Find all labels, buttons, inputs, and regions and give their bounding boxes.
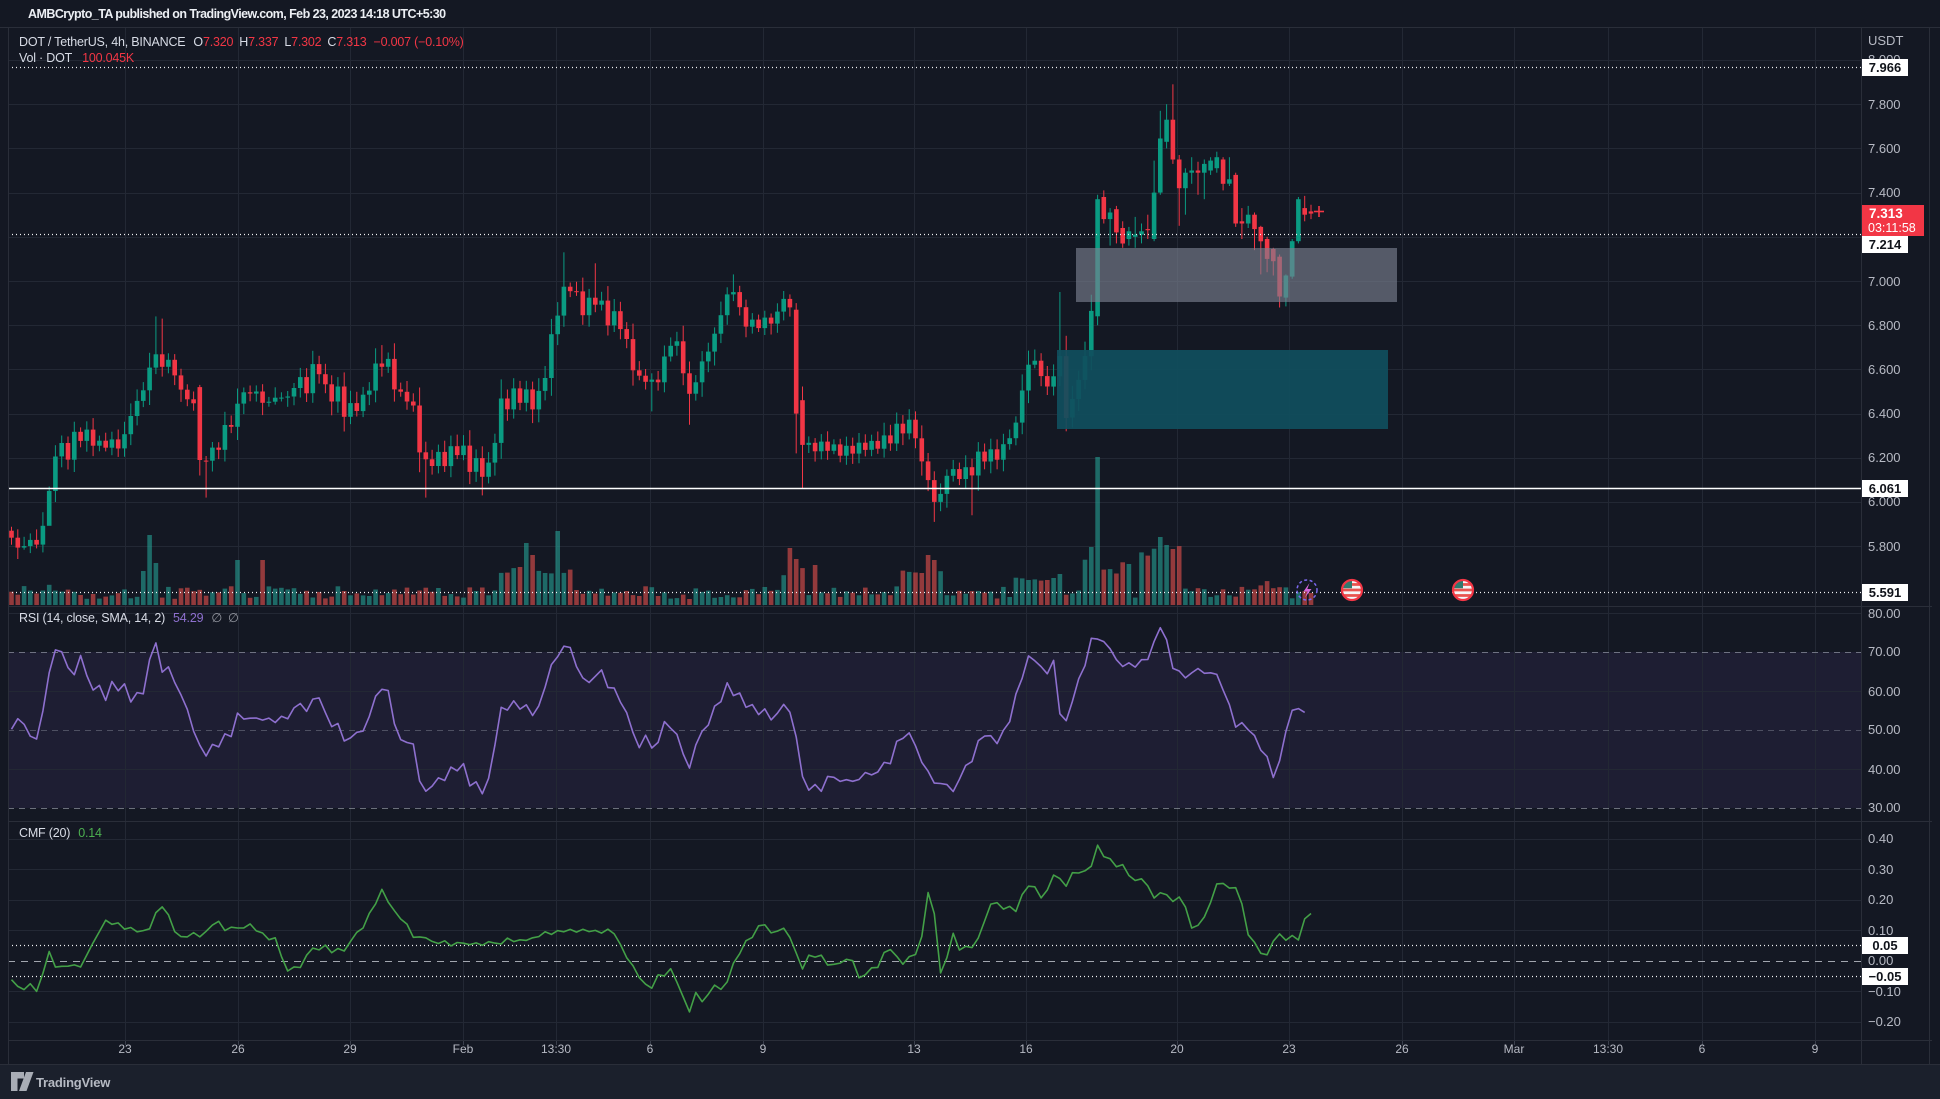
- svg-text:6.000: 6.000: [1868, 494, 1901, 509]
- svg-text:0.05: 0.05: [1872, 938, 1897, 953]
- svg-text:7.400: 7.400: [1868, 185, 1901, 200]
- svg-text:40.00: 40.00: [1868, 762, 1901, 777]
- svg-text:26: 26: [231, 1042, 245, 1056]
- svg-text:26: 26: [1395, 1042, 1409, 1056]
- svg-text:RSI (14, close, SMA, 14, 2)54.: RSI (14, close, SMA, 14, 2) 54.29 ∅ ∅: [19, 611, 239, 625]
- svg-text:0.10: 0.10: [1868, 923, 1893, 938]
- svg-text:9: 9: [760, 1042, 767, 1056]
- svg-text:13:30: 13:30: [1593, 1042, 1623, 1056]
- svg-text:USDT: USDT: [1868, 33, 1903, 48]
- svg-text:6: 6: [1699, 1042, 1706, 1056]
- svg-text:7.000: 7.000: [1868, 274, 1901, 289]
- svg-text:6.400: 6.400: [1868, 406, 1901, 421]
- svg-text:0.30: 0.30: [1868, 862, 1893, 877]
- svg-text:5.591: 5.591: [1869, 585, 1902, 600]
- svg-text:9: 9: [1812, 1042, 1819, 1056]
- svg-text:Feb: Feb: [453, 1042, 474, 1056]
- svg-text:7.966: 7.966: [1869, 60, 1902, 75]
- svg-text:7.800: 7.800: [1868, 97, 1901, 112]
- svg-text:−0.20: −0.20: [1868, 1014, 1901, 1029]
- svg-text:7.313: 7.313: [1869, 206, 1903, 221]
- svg-text:6.061: 6.061: [1869, 481, 1902, 496]
- svg-text:60.00: 60.00: [1868, 684, 1901, 699]
- svg-text:23: 23: [118, 1042, 132, 1056]
- svg-text:AMBCrypto_TA published on Trad: AMBCrypto_TA published on TradingView.co…: [28, 7, 446, 21]
- svg-text:0.40: 0.40: [1868, 831, 1893, 846]
- svg-text:16: 16: [1019, 1042, 1033, 1056]
- svg-text:6.200: 6.200: [1868, 450, 1901, 465]
- svg-text:13:30: 13:30: [541, 1042, 571, 1056]
- svg-text:6.800: 6.800: [1868, 318, 1901, 333]
- svg-text:30.00: 30.00: [1868, 800, 1901, 815]
- svg-text:6.600: 6.600: [1868, 362, 1901, 377]
- svg-text:13: 13: [907, 1042, 921, 1056]
- svg-text:7.214: 7.214: [1869, 237, 1902, 252]
- svg-text:0.00: 0.00: [1868, 953, 1893, 968]
- svg-text:0.20: 0.20: [1868, 892, 1893, 907]
- svg-text:6: 6: [647, 1042, 654, 1056]
- svg-text:80.00: 80.00: [1868, 606, 1901, 621]
- svg-text:7.600: 7.600: [1868, 141, 1901, 156]
- svg-text:−0.05: −0.05: [1869, 969, 1902, 984]
- svg-text:5.800: 5.800: [1868, 539, 1901, 554]
- svg-text:23: 23: [1282, 1042, 1296, 1056]
- svg-text:20: 20: [1170, 1042, 1184, 1056]
- svg-text:−0.10: −0.10: [1868, 984, 1901, 999]
- svg-text:70.00: 70.00: [1868, 644, 1901, 659]
- svg-text:03:11:58: 03:11:58: [1868, 221, 1916, 235]
- svg-text:50.00: 50.00: [1868, 722, 1901, 737]
- svg-text:Mar: Mar: [1504, 1042, 1525, 1056]
- svg-text:TradingView: TradingView: [36, 1075, 111, 1090]
- svg-text:29: 29: [343, 1042, 357, 1056]
- svg-text:CMF (20)0.14: CMF (20) 0.14: [19, 826, 102, 840]
